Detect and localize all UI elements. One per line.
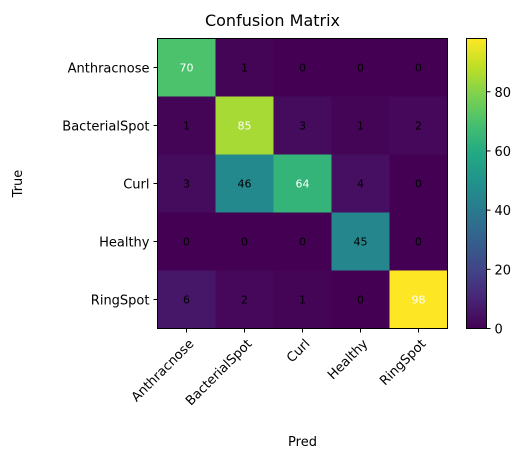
cell-value-label: 2 bbox=[241, 294, 248, 307]
cell-value-label: 85 bbox=[238, 120, 252, 133]
heatmap-cell-labels: 70 1 0 0 0 1 85 3 1 2 3 46 64 4 0 0 0 0 45 0 6 2 1 0 98 bbox=[180, 62, 426, 307]
cell-value-label: 45 bbox=[354, 236, 368, 249]
heatmap-cell bbox=[273, 38, 332, 97]
y-tick-label: Curl bbox=[123, 178, 149, 193]
heatmap-cell bbox=[215, 96, 274, 155]
cell-value-label: 3 bbox=[183, 178, 190, 191]
colorbar-tick-label: 80 bbox=[495, 86, 512, 101]
heatmap-cells bbox=[157, 38, 448, 329]
heatmap-cell bbox=[273, 212, 332, 271]
x-tick-label: RingSpot bbox=[377, 337, 429, 389]
cell-value-label: 1 bbox=[183, 120, 190, 133]
heatmap-cell bbox=[157, 38, 216, 97]
colorbar-tick-label: 40 bbox=[495, 204, 512, 219]
x-axis-label: Pred bbox=[288, 435, 317, 450]
x-tick-label: Healthy bbox=[325, 337, 371, 383]
colorbar bbox=[466, 38, 487, 329]
heatmap-cell bbox=[215, 38, 274, 97]
heatmap-cell bbox=[331, 96, 390, 155]
heatmap-cell bbox=[331, 38, 390, 97]
cell-value-label: 70 bbox=[180, 62, 194, 75]
colorbar-tick-label: 0 bbox=[495, 323, 503, 338]
cell-value-label: 4 bbox=[357, 178, 364, 191]
heatmap-cell bbox=[331, 212, 390, 271]
cell-value-label: 0 bbox=[415, 62, 422, 75]
cell-value-label: 0 bbox=[299, 236, 306, 249]
heatmap-cell bbox=[157, 96, 216, 155]
cell-value-label: 3 bbox=[299, 120, 306, 133]
cell-value-label: 2 bbox=[415, 120, 422, 133]
y-tick-label: BacterialSpot bbox=[62, 120, 149, 135]
y-axis-label: True bbox=[11, 170, 26, 199]
cell-value-label: 1 bbox=[357, 120, 364, 133]
y-axis-ticks: Anthracnose BacterialSpot Curl Healthy RingS… bbox=[62, 62, 158, 309]
heatmap-cell bbox=[331, 154, 390, 213]
cell-value-label: 1 bbox=[241, 62, 248, 75]
colorbar-tick-label: 60 bbox=[495, 145, 512, 160]
heatmap-cell bbox=[215, 270, 274, 329]
heatmap-cell bbox=[157, 212, 216, 271]
colorbar-tick-label: 20 bbox=[495, 263, 512, 278]
colorbar-ticks: 0 20 40 60 80 bbox=[486, 86, 512, 338]
cell-value-label: 0 bbox=[415, 178, 422, 191]
heatmap-cell bbox=[215, 212, 274, 271]
heatmap-cell bbox=[273, 154, 332, 213]
y-tick-label: Anthracnose bbox=[68, 62, 150, 77]
y-tick-label: Healthy bbox=[99, 236, 150, 251]
cell-value-label: 0 bbox=[357, 62, 364, 75]
cell-value-label: 98 bbox=[412, 294, 426, 307]
cell-value-label: 46 bbox=[238, 178, 252, 191]
heatmap-cell bbox=[273, 96, 332, 155]
heatmap-cell bbox=[389, 270, 448, 329]
heatmap-cell bbox=[157, 154, 216, 213]
cell-value-label: 0 bbox=[241, 236, 248, 249]
heatmap-cell bbox=[389, 96, 448, 155]
heatmap-cell bbox=[273, 270, 332, 329]
heatmap-cell bbox=[331, 270, 390, 329]
cell-value-label: 0 bbox=[183, 236, 190, 249]
x-tick-label: Curl bbox=[284, 337, 313, 366]
cell-value-label: 0 bbox=[415, 236, 422, 249]
cell-value-label: 1 bbox=[299, 294, 306, 307]
cell-value-label: 0 bbox=[299, 62, 306, 75]
heatmap-cell bbox=[389, 38, 448, 97]
heatmap-cell bbox=[389, 212, 448, 271]
heatmap-cell bbox=[215, 154, 274, 213]
cell-value-label: 64 bbox=[296, 178, 310, 191]
y-tick-label: RingSpot bbox=[91, 294, 150, 309]
heatmap-cell bbox=[157, 270, 216, 329]
chart-title: Confusion Matrix bbox=[205, 11, 340, 30]
cell-value-label: 6 bbox=[183, 294, 190, 307]
heatmap-cell bbox=[389, 154, 448, 213]
cell-value-label: 0 bbox=[357, 294, 364, 307]
